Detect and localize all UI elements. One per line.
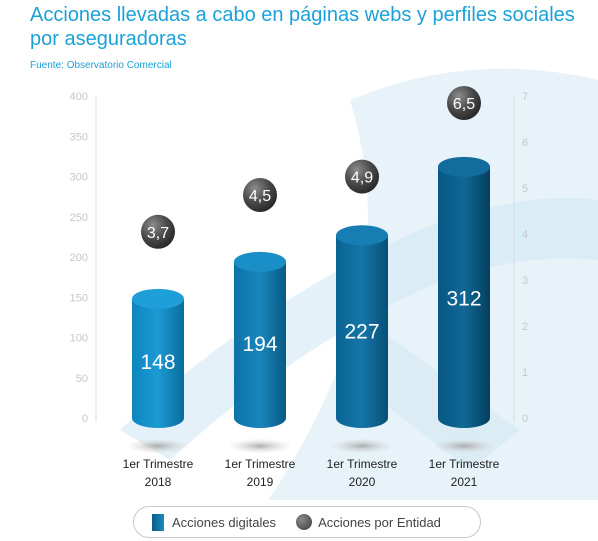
bubble-point: 3,7 [141, 214, 175, 249]
legend-label-digital: Acciones digitales [172, 514, 277, 530]
bar-value-label: 227 [344, 320, 379, 343]
category-label-line1: 1er Trimestre [429, 457, 500, 471]
right-tick-label: 1 [522, 367, 528, 379]
bubble-circle [345, 159, 379, 194]
bar-top [234, 251, 286, 272]
bar-shadows [128, 439, 494, 453]
bubble-value-label: 4,9 [351, 170, 373, 187]
bubble-point: 4,5 [243, 178, 277, 212]
left-tick-label: 200 [70, 252, 88, 264]
left-tick-label: 400 [70, 91, 88, 103]
right-tick-label: 6 [522, 137, 528, 149]
left-tick-label: 50 [76, 373, 88, 385]
category-label-line1: 1er Trimestre [327, 457, 398, 471]
bubbles: 3,7 4,5 4,9 6,5 [141, 86, 481, 249]
chart-source: Fuente: Observatorio Comercial [30, 60, 172, 71]
chart-title: Acciones llevadas a cabo en páginas webs… [30, 4, 575, 50]
bubble-circle [141, 214, 175, 249]
bar-body [336, 235, 388, 428]
left-axis-ticks: 0 50 100 150 200 250 300 350 400 [70, 91, 88, 425]
bar-top [336, 225, 388, 246]
bar-shadow [434, 439, 494, 453]
legend-item-digital: Acciones digitales [152, 513, 277, 531]
bar-body [438, 166, 490, 428]
chart-canvas: 0 50 100 150 200 250 300 350 400 0 1 2 3 4 5 6 7 148 194… [70, 68, 598, 500]
category-label-line2: 2019 [247, 475, 274, 489]
bar-top [438, 156, 490, 177]
left-tick-label: 100 [70, 333, 88, 345]
bubble-value-label: 3,7 [147, 225, 169, 242]
category-label-line1: 1er Trimestre [123, 457, 194, 471]
right-tick-label: 5 [522, 183, 528, 195]
left-tick-label: 350 [70, 131, 88, 143]
category-label-line2: 2018 [145, 475, 172, 489]
bubble-value-label: 4,5 [249, 188, 271, 205]
bubble-value-label: 6,5 [453, 96, 475, 113]
category-label-line2: 2020 [349, 475, 376, 489]
bar-value-label: 194 [242, 333, 277, 356]
bar-body [132, 298, 184, 428]
bubble-point: 6,5 [447, 86, 481, 120]
left-tick-label: 300 [70, 172, 88, 184]
bar-body [234, 261, 286, 428]
right-tick-label: 2 [522, 321, 528, 333]
bar-shadow [332, 439, 392, 453]
category-label-line1: 1er Trimestre [225, 457, 296, 471]
bar-shadow [128, 439, 188, 453]
bubble-circle [447, 86, 481, 120]
legend-swatch-bar [152, 513, 164, 531]
legend-item-entidad: Acciones por Entidad [296, 514, 441, 530]
legend: Acciones digitales Acciones por Entidad [133, 506, 481, 538]
right-tick-label: 0 [522, 413, 528, 425]
legend-label-entidad: Acciones por Entidad [318, 514, 441, 530]
bar: 312 [438, 156, 490, 428]
left-tick-label: 250 [70, 212, 88, 224]
right-tick-label: 3 [522, 275, 528, 287]
legend-swatch-dot [296, 514, 313, 530]
bar: 227 [336, 225, 388, 428]
bar: 194 [234, 251, 286, 428]
bar-value-label: 312 [446, 287, 481, 310]
bar: 148 [132, 288, 184, 428]
left-tick-label: 150 [70, 292, 88, 304]
category-labels: 1er Trimestre 2018 1er Trimestre 2019 1er Tr… [123, 457, 500, 489]
bar-top [132, 288, 184, 309]
bars: 148 194 227 312 [132, 156, 490, 428]
category-label-line2: 2021 [451, 475, 478, 489]
bar-shadow [230, 439, 290, 453]
left-tick-label: 0 [82, 413, 88, 425]
bubble-circle [243, 178, 277, 212]
right-tick-label: 4 [522, 229, 528, 241]
bar-value-label: 148 [140, 351, 175, 374]
right-tick-label: 7 [522, 91, 528, 103]
bubble-point: 4,9 [345, 159, 379, 194]
right-axis-ticks: 0 1 2 3 4 5 6 7 [522, 91, 528, 425]
